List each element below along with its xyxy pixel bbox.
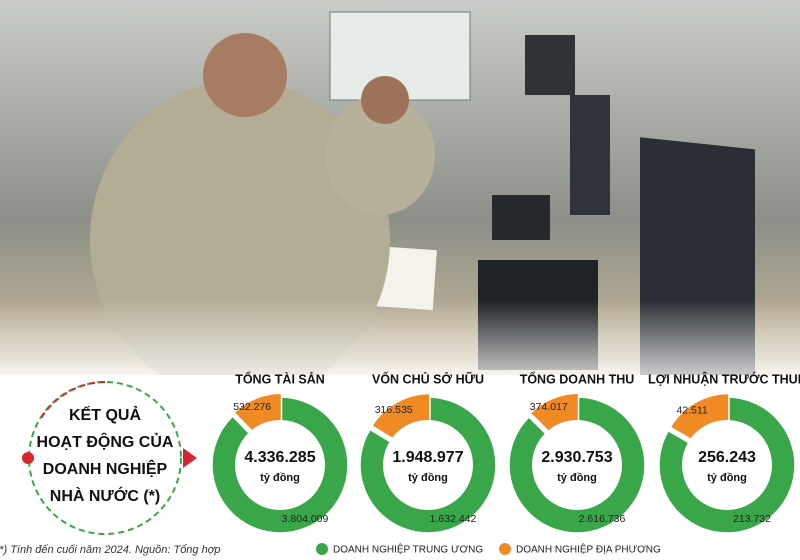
pie-hole: [383, 420, 473, 510]
footnote: (*) Tính đến cuối năm 2024. Nguồn: Tổng …: [0, 544, 220, 556]
pie-title: VỐN CHỦ SỞ HỮU: [372, 371, 484, 386]
legend-swatch: [499, 543, 511, 555]
pie-total: 2.930.753: [541, 449, 612, 466]
heading-dot: [22, 452, 34, 464]
photo: [0, 0, 800, 430]
value-label: 532.276: [233, 401, 271, 413]
value-label: 2.616.736: [579, 513, 626, 525]
legend-label: DOANH NGHIỆP ĐỊA PHƯƠNG: [516, 543, 661, 556]
legend-label: DOANH NGHIỆP TRUNG ƯƠNG: [333, 543, 483, 556]
pie-slice: [508, 396, 646, 534]
pie-total: 256.243: [698, 449, 756, 466]
heading-ring: [28, 381, 182, 535]
pie-total: 1.948.977: [392, 449, 463, 466]
pie-hole: [235, 420, 325, 510]
heading-line: NHÀ NƯỚC (*): [50, 486, 160, 505]
heading-line: KẾT QUẢ: [69, 405, 141, 424]
pie-unit: tỷ đồng: [260, 472, 300, 484]
pie-unit: tỷ đồng: [408, 472, 448, 484]
value-label: 374.017: [530, 401, 568, 413]
legend-swatch: [316, 543, 328, 555]
pie-unit: tỷ đồng: [707, 472, 747, 484]
pie-title: TỔNG TÀI SẢN: [235, 371, 325, 386]
heading-ring-accent: [39, 381, 106, 421]
pie-slice: [211, 396, 349, 534]
value-label: 213.732: [733, 513, 771, 525]
pie-title: TỔNG DOANH THU: [520, 371, 635, 386]
value-label: 3.804.009: [282, 513, 329, 525]
pie-hole: [532, 420, 622, 510]
pie-total: 4.336.285: [244, 449, 315, 466]
heading-line: HOẠT ĐỘNG CỦA: [37, 432, 174, 451]
pie-title: LỢI NHUẬN TRƯỚC THUẾ: [648, 371, 800, 386]
value-label: 42.511: [676, 404, 707, 416]
pie-hole: [682, 420, 772, 510]
heading-line: DOANH NGHIỆP: [43, 459, 168, 478]
value-label: 316.535: [375, 404, 413, 416]
pie-unit: tỷ đồng: [557, 472, 597, 484]
value-label: 1.632.442: [430, 513, 477, 525]
heading-arrow: [183, 448, 197, 468]
